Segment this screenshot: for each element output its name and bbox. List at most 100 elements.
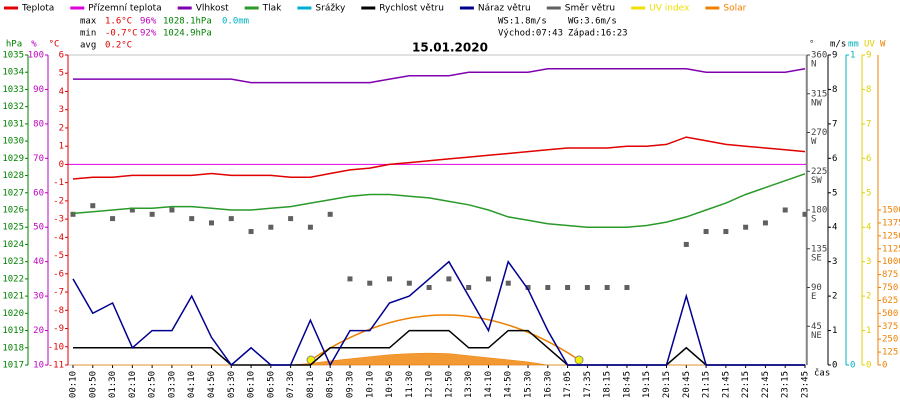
y-tick-label: 1 [59,142,64,152]
x-tick-label: 02:10 [128,371,138,398]
y-tick-label: 6 [866,154,871,164]
point [169,207,175,213]
y-tick-label: 1020 [2,309,24,319]
point [624,285,630,290]
y-tick-label: 750 [882,283,898,293]
x-tick-label: 21:15 [702,371,712,398]
stat-hum: 96% [140,17,157,27]
x-tick-label: 20:45 [682,371,692,398]
y-tick-label: 625 [882,296,898,306]
point [565,285,571,290]
y-tick-label: 1033 [2,85,24,95]
y-tick-label: 5 [832,188,837,198]
y-tick-label: 1250 [882,231,900,241]
area [73,352,805,366]
point [90,203,96,209]
legend-label: Vlhkost [196,4,229,14]
point [802,211,808,217]
y-tick-label: 45 [811,322,822,332]
x-tick-label: 20:15 [662,371,672,398]
y-tick-label: 80 [33,119,44,129]
sun-info: Východ:07:43 [498,29,563,39]
y-tick-label: 1125 [882,244,900,254]
y-tick-label: 6 [59,51,64,61]
legend-label: Solar [723,4,746,14]
y-tick-label: 7 [832,119,837,129]
y-tick-label: 1375 [882,218,900,228]
y-tick-label: 10 [33,361,44,371]
x-tick-label: 00:10 [69,371,79,398]
point [189,216,195,222]
stat-press: 1024.9hPa [163,29,212,39]
y-tick-label: -6 [53,269,64,279]
wind-info: WG:3.6m/s [568,17,617,27]
line [72,173,806,228]
x-tick-label: 16:30 [543,371,553,398]
direction-label: SE [811,253,822,263]
point [208,220,214,226]
point [327,211,333,217]
y-tick-label: -10 [48,342,64,352]
stat-temp: -0.7°C [105,29,138,39]
y-tick-label: 1019 [2,326,24,336]
x-tick-label: 03:30 [167,371,177,398]
y-tick-label: 9 [832,51,837,61]
x-tick-label: 23:15 [781,371,791,398]
y-tick-label: -11 [48,361,64,371]
x-tick-label: 00:50 [88,371,98,398]
y-tick-label: 3 [59,105,64,115]
y-tick-label: 250 [882,335,898,345]
direction-label: N [811,60,816,70]
axis-unit: m/s [830,40,846,50]
y-tick-label: 9 [866,51,871,61]
legend-label: Směr větru [565,4,615,14]
sunset-marker [574,355,584,365]
point [70,211,76,217]
plot-area [67,54,807,366]
x-axis-label: čas [814,368,830,379]
stat-press: 1028.1hPa [163,17,212,27]
axis-unit: ° [809,40,814,50]
point [149,211,155,217]
y-tick-label: -4 [53,233,64,243]
y-tick-label: 180 [811,206,827,216]
y-tick-label: -2 [53,196,64,206]
y-tick-label: 40 [33,257,44,267]
y-tick-label: 4 [866,223,871,233]
y-tick-label: -5 [53,251,64,261]
x-tick-label: 18:15 [603,371,613,398]
y-tick-label: -8 [53,306,64,316]
y-tick-label: 1031 [2,119,24,129]
y-tick-label: 225 [811,167,827,177]
point [723,229,729,235]
wind-info: WS:1.8m/s [498,17,547,27]
x-tick-label: 17:35 [583,371,593,398]
y-tick-label: 0 [850,361,855,371]
x-tick-label: 22:45 [761,371,771,398]
y-tick-label: 2 [832,292,837,302]
y-tick-label: 8 [832,85,837,95]
chart-title: 15.01.2020 [412,41,488,55]
y-tick-label: 1 [832,326,837,336]
legend-label: Tlak [262,4,283,14]
y-tick-label: 0 [832,361,837,371]
axis-unit: hPa [6,40,22,50]
y-tick-label: 315 [811,89,827,99]
x-tick-label: 19:15 [642,371,652,398]
y-tick-label: 125 [882,348,898,358]
axis-unit: % [31,40,37,50]
y-tick-label: 50 [33,223,44,233]
x-tick-label: 06:10 [247,371,257,398]
y-tick-label: 360 [811,51,827,61]
y-tick-label: 270 [811,128,827,138]
y-tick-label: 20 [33,326,44,336]
line [73,68,806,84]
x-tick-label: 06:50 [266,371,276,398]
x-tick-label: 15:30 [524,371,534,398]
point [545,285,551,290]
legend-label: Rychlost větru [379,4,444,14]
x-tick-label: 11:30 [405,371,415,398]
direction-label: SW [811,176,822,186]
y-tick-label: 1023 [2,257,24,267]
